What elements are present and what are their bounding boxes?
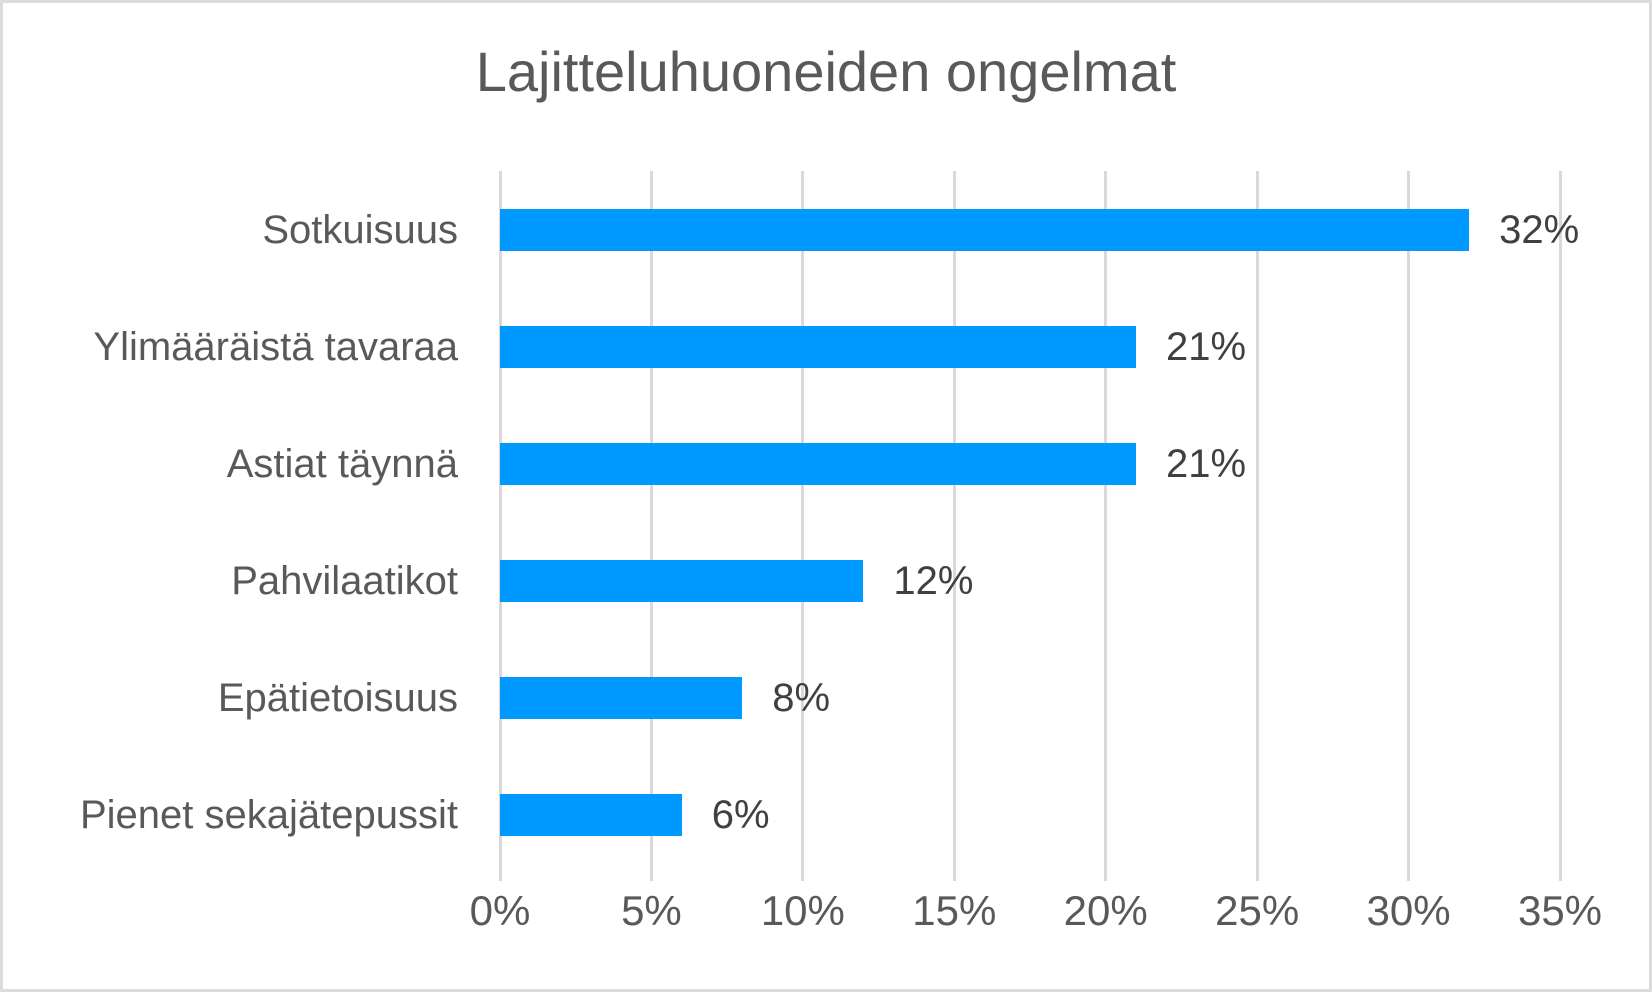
plot-area: 32% 21% 21% 12% 8% 6% <box>498 171 1579 881</box>
data-label: 8% <box>772 675 831 720</box>
x-tick-label: 0% <box>469 887 531 934</box>
x-tick-label: 35% <box>1517 887 1603 934</box>
bar-sotkuisuus <box>500 208 1470 251</box>
bar-ylim-r-ist-tavaraa <box>500 325 1136 368</box>
gridline-5% <box>649 171 653 881</box>
bar-pahvilaatikot <box>500 559 864 602</box>
data-label: 6% <box>711 792 770 837</box>
bar-pienet-sekaj-tepussit <box>500 793 682 836</box>
gridline-35% <box>1558 171 1562 881</box>
category-label: Pienet sekajätepussit <box>79 792 458 837</box>
x-tick-label: 30% <box>1366 887 1451 934</box>
category-label: Pahvilaatikot <box>231 558 458 603</box>
x-tick-label: 10% <box>760 887 845 934</box>
category-label: Epätietoisuus <box>217 675 458 720</box>
data-label: 21% <box>1166 441 1247 486</box>
x-tick-label: 20% <box>1063 887 1148 934</box>
bar-astiat-t-ynn- <box>500 442 1136 485</box>
category-label: Ylimääräistä tavaraa <box>93 324 458 369</box>
gridline-10% <box>801 171 805 881</box>
gridline-30% <box>1407 171 1411 881</box>
gridline-0% <box>498 171 502 881</box>
bar-ep-tietoisuus <box>500 676 743 719</box>
gridline-25% <box>1255 171 1259 881</box>
chart-title: Lajitteluhuoneiden ongelmat <box>475 40 1177 103</box>
gridline-15% <box>952 171 956 881</box>
x-tick-label: 15% <box>912 887 997 934</box>
data-label: 12% <box>893 558 974 603</box>
gridline-20% <box>1104 171 1108 881</box>
category-label: Astiat täynnä <box>226 441 458 486</box>
data-label: 32% <box>1499 207 1580 252</box>
x-tick-label: 25% <box>1215 887 1300 934</box>
category-label: Sotkuisuus <box>262 207 458 252</box>
data-label: 21% <box>1166 324 1247 369</box>
x-tick-label: 5% <box>621 887 682 934</box>
